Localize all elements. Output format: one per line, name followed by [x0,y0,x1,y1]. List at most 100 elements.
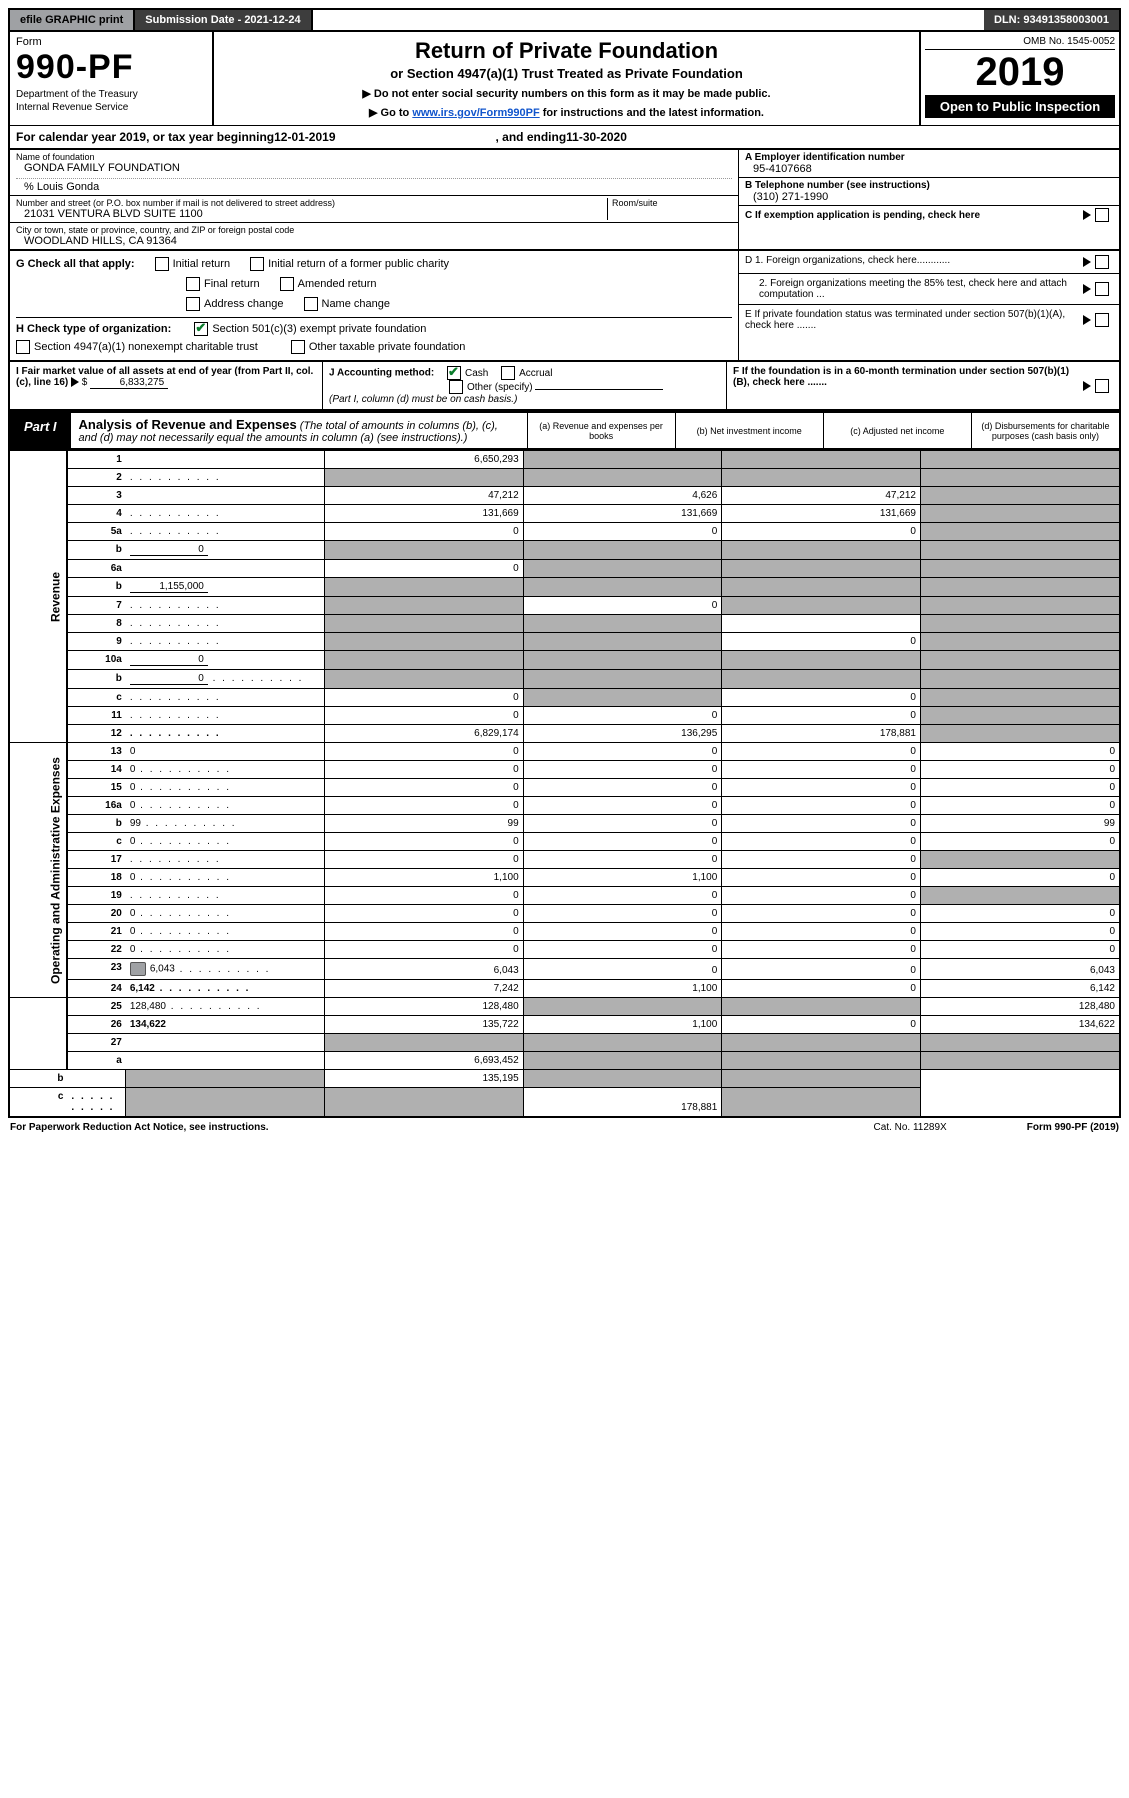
amount-cell: 0 [325,707,524,725]
form-ref: Form 990-PF (2019) [1027,1122,1119,1133]
amount-cell: 0 [722,1016,921,1034]
h-label: H Check type of organization: [16,323,171,335]
amount-cell: 0 [722,941,921,959]
line-number: c [67,689,125,707]
line-description: 0 [126,779,325,797]
amount-cell: 99 [325,815,524,833]
efile-print-button[interactable]: efile GRAPHIC print [10,10,135,30]
85pct-test-checkbox[interactable] [1095,282,1109,296]
line-description [126,707,325,725]
line-description [67,1088,125,1118]
foreign-org-checkbox[interactable] [1095,255,1109,269]
line-description: 0 [126,797,325,815]
table-row: 2200000 [9,941,1120,959]
amount-cell [325,1034,524,1052]
attachment-icon[interactable] [130,962,146,976]
table-row: 10a 0 [9,651,1120,670]
dept-treasury: Department of the Treasury [16,89,206,100]
amount-cell [920,469,1120,487]
501c3-checkbox[interactable] [194,322,208,336]
amount-cell [523,541,722,560]
tax-year-begin: 12-01-2019 [274,130,335,144]
exemption-checkbox[interactable] [1095,208,1109,222]
line-description [126,725,325,743]
amount-cell: 0 [920,905,1120,923]
table-row: Operating and Administrative Expenses130… [9,743,1120,761]
d2-label: 2. Foreign organizations meeting the 85%… [745,278,1083,300]
amount-cell: 0 [722,797,921,815]
amount-cell: 0 [920,761,1120,779]
amount-cell [722,998,921,1016]
final-return-checkbox[interactable] [186,277,200,291]
terminated-checkbox[interactable] [1095,313,1109,327]
top-bar: efile GRAPHIC print Submission Date - 20… [8,8,1121,32]
amended-return-checkbox[interactable] [280,277,294,291]
line-description [126,851,325,869]
amount-cell [722,578,921,597]
table-row: b 135,195 [9,1070,1120,1088]
line-description: 1,155,000 [126,578,325,597]
amount-cell: 6,043 [920,959,1120,980]
amount-cell [523,1034,722,1052]
amount-cell: 0 [325,887,524,905]
amount-cell [722,1070,921,1088]
amount-cell: 0 [722,707,921,725]
amount-cell: 135,195 [325,1070,524,1088]
table-row: 236,0436,043006,043 [9,959,1120,980]
amount-cell: 6,043 [325,959,524,980]
col-a-header: (a) Revenue and expenses per books [528,413,676,448]
amount-cell: 0 [523,707,722,725]
table-row: 1500000 [9,779,1120,797]
line-description [126,469,325,487]
amount-cell: 0 [722,743,921,761]
line-description: 0 [126,905,325,923]
line-number: 27 [67,1034,125,1052]
form-number: 990-PF [16,48,206,87]
amount-cell: 0 [722,779,921,797]
line-number: 6a [67,560,125,578]
line-number: 18 [67,869,125,887]
tax-year-end: 11-30-2020 [566,130,627,144]
amount-cell [523,670,722,689]
accrual-checkbox[interactable] [501,366,515,380]
line-description: 6,043 [126,959,325,980]
amount-cell: 0 [325,941,524,959]
amount-cell [523,651,722,670]
table-row: 1400000 [9,761,1120,779]
line-description: 0 [126,869,325,887]
line-description [126,451,325,469]
amount-cell [325,541,524,560]
open-public: Open to Public Inspection [925,95,1115,118]
address-change-checkbox[interactable] [186,297,200,311]
line-description [126,597,325,615]
tax-year: 2019 [925,50,1115,95]
other-method-checkbox[interactable] [449,380,463,394]
line-number: 3 [67,487,125,505]
initial-return-checkbox[interactable] [155,257,169,271]
line-number: 8 [67,615,125,633]
line-number: b [9,1070,67,1088]
amount-cell: 0 [722,959,921,980]
amount-cell: 0 [325,797,524,815]
name-change-checkbox[interactable] [304,297,318,311]
line-number: 26 [67,1016,125,1034]
form990pf-link[interactable]: www.irs.gov/Form990PF [412,107,539,119]
arrow-icon [1083,257,1091,267]
amount-cell: 134,622 [920,1016,1120,1034]
amount-cell [722,651,921,670]
phone-value: (310) 271-1990 [745,191,1113,203]
amount-cell [920,670,1120,689]
arrow-icon [71,377,79,387]
table-row: 25128,480128,480128,480 [9,998,1120,1016]
line-number: 24 [67,980,125,998]
line-number: 5a [67,523,125,541]
4947a1-checkbox[interactable] [16,340,30,354]
initial-former-checkbox[interactable] [250,257,264,271]
line-description [126,487,325,505]
amount-cell: 0 [325,743,524,761]
amount-cell [722,469,921,487]
amount-cell: 6,693,452 [325,1052,524,1070]
cash-checkbox[interactable] [447,366,461,380]
60month-checkbox[interactable] [1095,379,1109,393]
other-taxable-checkbox[interactable] [291,340,305,354]
